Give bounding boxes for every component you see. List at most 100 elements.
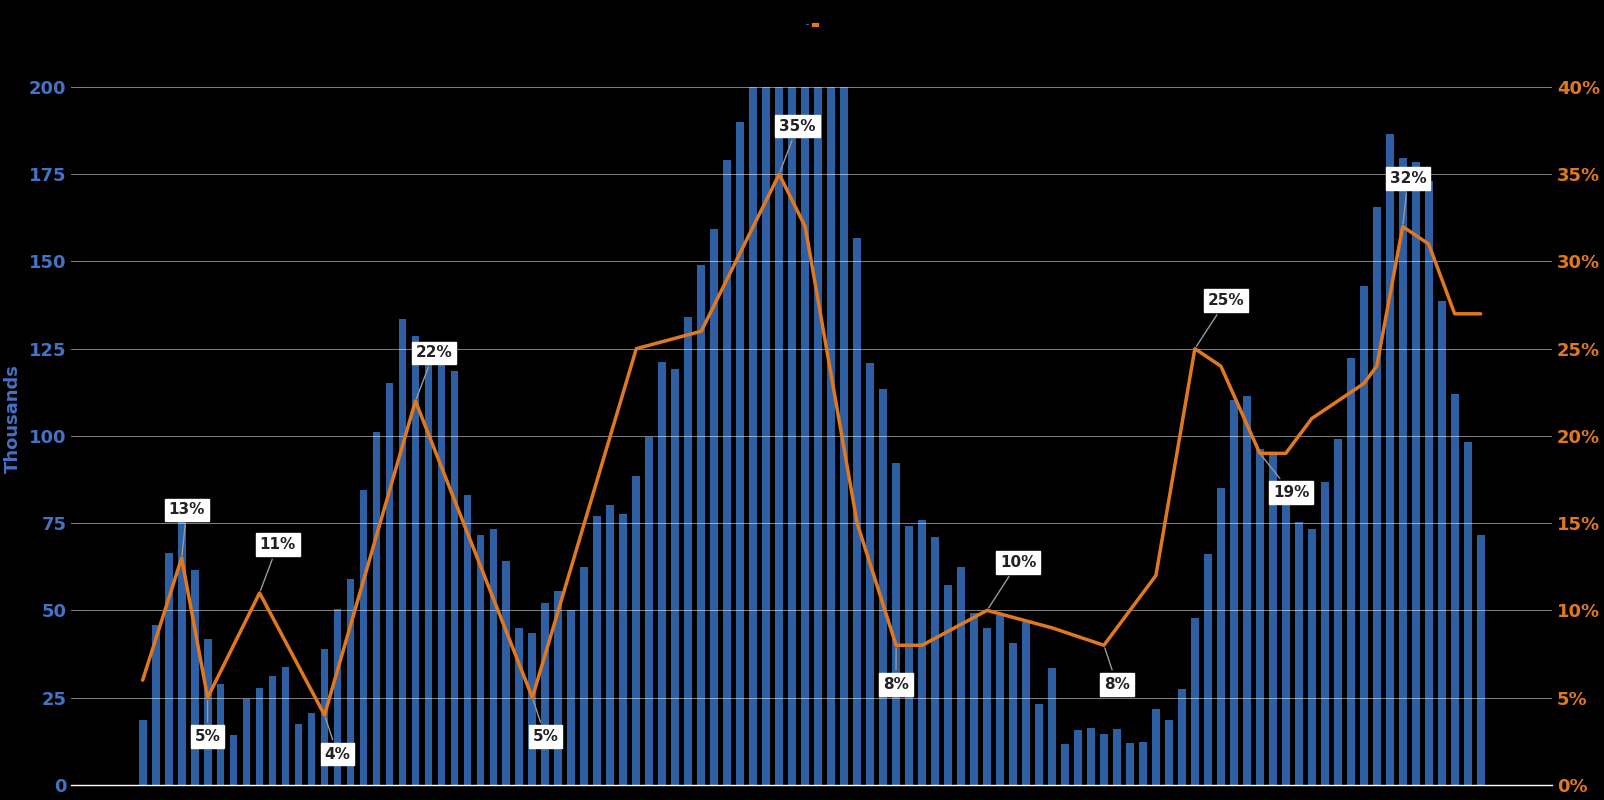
Bar [996,615,1004,785]
Text: 5%: 5% [533,700,558,744]
Bar [945,585,951,785]
Text: 25%: 25% [1197,293,1245,346]
Bar [1205,554,1211,785]
Bar [1047,668,1055,785]
Bar [983,628,991,785]
Bar [140,720,146,785]
Bar [1386,134,1394,785]
Bar [334,609,342,785]
Bar [385,383,393,785]
Bar [542,602,549,785]
Bar [905,526,913,785]
Bar [1217,488,1225,785]
Bar [1177,689,1185,785]
Bar [1282,497,1290,785]
Bar [1269,454,1277,785]
Bar [217,684,225,785]
Bar [1424,181,1432,785]
Bar [1243,396,1251,785]
Bar [412,336,419,785]
Bar [879,390,887,785]
Bar [749,87,757,785]
Bar [1113,729,1121,785]
Text: 5%: 5% [194,700,220,744]
Bar [1126,742,1134,785]
Bar [1437,301,1445,785]
Bar [619,514,627,785]
Bar [308,713,316,785]
Bar [1399,158,1407,785]
Text: 13%: 13% [168,502,205,555]
Bar [568,610,576,785]
Bar [502,562,510,785]
Bar [1100,734,1108,785]
Bar [788,87,796,785]
Bar [581,567,589,785]
Bar [1320,482,1328,785]
Bar [359,490,367,785]
Bar [229,735,237,785]
Bar [632,476,640,785]
Bar [892,462,900,785]
Bar [1152,709,1160,785]
Text: 11%: 11% [260,538,295,590]
Bar [1450,394,1458,785]
Bar [321,649,329,785]
Bar [932,538,938,785]
Bar [1477,534,1485,785]
Bar [762,87,770,785]
Bar [1412,162,1420,785]
Bar [1075,730,1081,785]
Text: 4%: 4% [324,718,350,762]
Bar [1165,720,1173,785]
Bar [840,87,849,785]
Bar [593,516,602,785]
Bar [802,87,808,785]
Bar [1009,643,1017,785]
Text: 10%: 10% [988,554,1036,608]
Bar [255,689,263,785]
Bar [1373,207,1381,785]
Bar [711,229,719,785]
Bar [775,87,783,785]
Bar [658,362,666,785]
Bar [295,724,303,785]
Bar [268,675,276,785]
Bar [958,566,966,785]
Bar [645,437,653,785]
Bar [204,639,212,785]
Bar [476,535,484,785]
Bar [1360,286,1368,785]
Bar [1230,400,1238,785]
Bar [606,506,614,785]
Bar [152,626,159,785]
Bar [178,501,186,785]
Bar [165,553,173,785]
Bar [1088,728,1096,785]
Bar [1022,622,1030,785]
Bar [1294,522,1302,785]
Bar [489,529,497,785]
Bar [398,319,406,785]
Bar [853,238,861,785]
Bar [1192,618,1198,785]
Bar [1035,705,1043,785]
Bar [866,363,874,785]
Bar [528,633,536,785]
Bar [698,265,706,785]
Bar [723,160,731,785]
Bar [1464,442,1471,785]
Text: 35%: 35% [780,118,816,172]
Bar [515,628,523,785]
Bar [242,698,250,785]
Bar [464,494,472,785]
Text: 8%: 8% [884,648,909,692]
Bar [917,520,926,785]
Text: 19%: 19% [1262,455,1309,500]
Bar [1139,742,1147,785]
Bar [828,87,836,785]
Bar [438,350,446,785]
Bar [1307,530,1315,785]
Bar [346,579,354,785]
Legend: , : , [805,23,818,26]
